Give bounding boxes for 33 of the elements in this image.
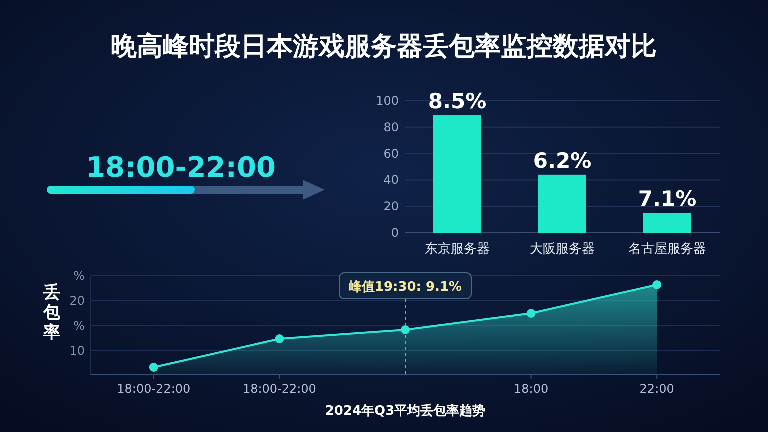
text: 18:00-22:00 [86,151,276,184]
y-tick-label: 20 [70,294,85,308]
bar [434,116,482,233]
x-axis-title: 2024年Q3平均丢包率趋势 [325,403,486,419]
chart-title: 晚高峰时段日本游戏服务器丢包率监控数据对比 [111,32,657,62]
y-axis-title: 丢包率 [42,283,62,343]
y-tick-label: 80 [384,120,399,134]
x-tick-label: 大阪服务器 [530,242,595,257]
point [275,334,284,344]
bar [644,213,692,233]
point [401,326,410,334]
y-tick-label: 60 [384,146,399,161]
annotation: 7.1% [638,187,697,212]
x-tick-label: 18:00-22:00 [242,382,316,396]
y-tick-label: 40 [384,173,399,188]
annotation: 峰值19:30: 9.1% [348,280,462,295]
annotation: 6.2% [533,148,592,173]
bar [538,174,586,233]
point [652,280,662,290]
x-tick-label: 名古屋服务器 [628,242,706,257]
y-tick-label: % [74,319,85,333]
x-tick-label: 东京服务器 [425,242,490,257]
point [149,363,158,372]
y-tick-label: 0 [391,226,399,240]
point [526,309,536,318]
annotation: 8.5% [428,90,487,114]
y-tick-label: 20 [384,200,399,214]
y-tick-label: 100 [376,94,399,108]
y-tick-label: % [74,269,85,283]
x-tick-label: 22:00 [640,382,674,396]
x-tick-label: 18:00-22:00 [117,382,191,396]
y-tick-label: 10 [70,344,85,358]
x-tick-label: 18:00 [514,382,549,396]
